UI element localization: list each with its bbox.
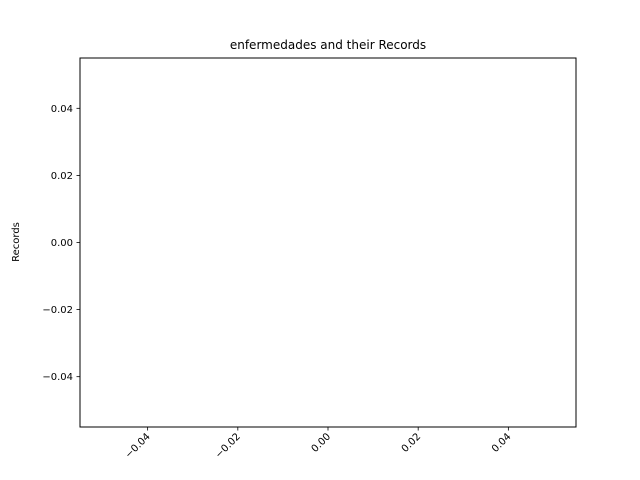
y-tick-label: 0.02 — [51, 171, 73, 182]
y-tick-label: 0.04 — [51, 104, 73, 115]
y-tick-label: −0.02 — [42, 305, 73, 316]
y-tick-label: −0.04 — [42, 372, 73, 383]
chart-title: enfermedades and their Records — [230, 38, 426, 52]
y-tick-label: 0.00 — [51, 238, 73, 249]
plot-frame — [79, 57, 577, 428]
y-axis-label: Records — [11, 222, 22, 262]
